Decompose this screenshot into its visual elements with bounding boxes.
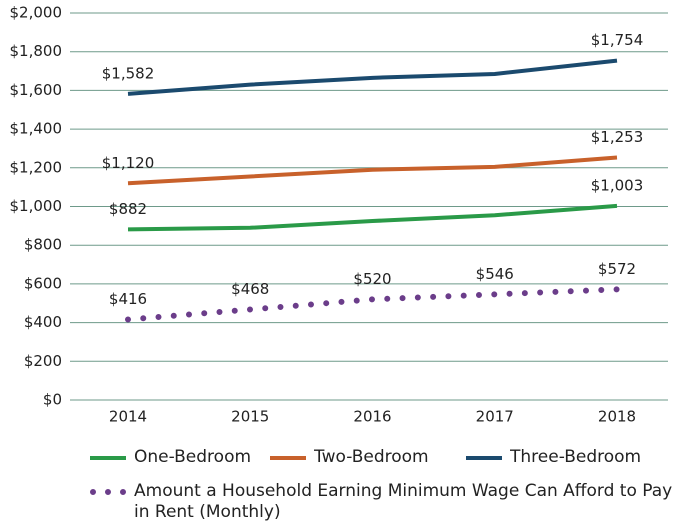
legend-item: Two-Bedroom — [314, 447, 429, 467]
data-label: $416 — [109, 290, 147, 308]
data-label: $1,754 — [591, 31, 644, 49]
series-line — [127, 203, 618, 232]
data-label: $1,253 — [591, 128, 644, 146]
legend-item: One-Bedroom — [134, 447, 252, 467]
data-label: $546 — [476, 265, 514, 283]
y-tick-label: $1,400 — [10, 120, 63, 138]
y-tick-label: $200 — [24, 352, 62, 370]
legend-label: One-Bedroom — [134, 447, 252, 467]
legend-label: Three-Bedroom — [510, 447, 642, 467]
x-tick-label: 2014 — [109, 408, 147, 426]
series-line — [127, 58, 618, 96]
x-tick-label: 2015 — [231, 408, 269, 426]
data-label: $882 — [109, 200, 147, 218]
y-tick-label: $800 — [24, 236, 62, 254]
data-label: $520 — [353, 270, 391, 288]
data-label: $468 — [231, 280, 269, 298]
y-tick-label: $1,200 — [10, 158, 63, 176]
y-tick-label: $1,000 — [10, 197, 63, 215]
legend-item: Three-Bedroom — [510, 447, 642, 467]
y-tick-label: $0 — [43, 391, 62, 409]
series-line — [125, 286, 620, 323]
x-tick-label: 2017 — [476, 408, 514, 426]
data-label: $1,120 — [102, 154, 155, 172]
y-tick-label: $1,600 — [10, 81, 63, 99]
legend-item: Amount a Household Earning Minimum Wage … — [134, 481, 673, 521]
x-tick-label: 2018 — [598, 408, 636, 426]
y-tick-label: $600 — [24, 274, 62, 292]
data-label: $1,582 — [102, 64, 155, 82]
y-tick-label: $400 — [24, 313, 62, 331]
x-tick-label: 2016 — [353, 408, 391, 426]
y-tick-label: $2,000 — [10, 4, 63, 22]
series-line — [127, 155, 618, 186]
data-label: $1,003 — [591, 176, 644, 194]
data-label: $572 — [598, 260, 636, 278]
y-tick-label: $1,800 — [10, 42, 63, 60]
legend-label: Amount a Household Earning Minimum Wage … — [134, 481, 673, 521]
legend-label: Two-Bedroom — [314, 447, 429, 467]
